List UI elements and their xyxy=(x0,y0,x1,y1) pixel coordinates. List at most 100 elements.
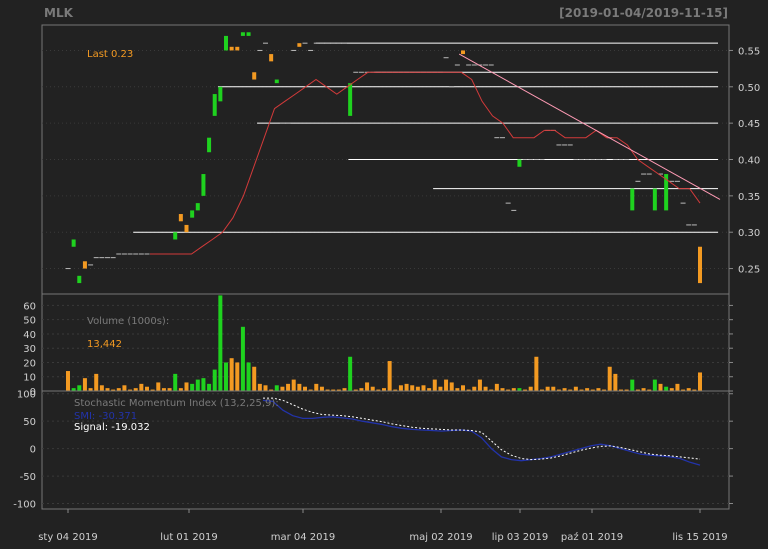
price-y-axis: 0.25 0.30 0.35 0.40 0.45 0.50 0.55 xyxy=(729,46,760,276)
volume-bar xyxy=(421,385,426,391)
volume-bar xyxy=(325,389,330,391)
volume-bar xyxy=(573,386,578,391)
volume-bar xyxy=(551,386,556,391)
price-candle xyxy=(224,35,228,51)
price-tick-label: 0.45 xyxy=(738,119,760,130)
price-tick-label: 0.35 xyxy=(738,192,760,203)
price-candle xyxy=(348,83,353,116)
volume-bar xyxy=(461,385,465,391)
volume-bar xyxy=(489,389,494,391)
volume-bar xyxy=(432,379,437,391)
volume-bar xyxy=(71,388,76,391)
volume-last-value: 13,442 xyxy=(87,339,122,350)
volume-bar xyxy=(190,383,195,391)
volume-bar xyxy=(511,388,516,391)
volume-bar xyxy=(218,295,223,391)
volume-bar xyxy=(545,386,550,391)
volume-bar xyxy=(590,389,595,391)
volume-bar xyxy=(66,371,70,391)
volume-bar xyxy=(393,389,398,391)
smi-line xyxy=(262,399,701,466)
volume-bar xyxy=(319,386,324,391)
volume-bar xyxy=(444,379,449,391)
price-candle xyxy=(269,54,274,62)
price-candle xyxy=(698,246,702,284)
volume-bar xyxy=(698,372,702,391)
volume-bar xyxy=(167,388,172,391)
x-tick-label: paź 01 2019 xyxy=(561,531,623,543)
volume-bar xyxy=(602,389,607,391)
volume-tick-label: 50 xyxy=(23,316,36,327)
price-candle xyxy=(274,79,279,84)
volume-bar xyxy=(184,382,189,391)
volume-bar xyxy=(528,386,533,391)
volume-bar xyxy=(387,361,392,391)
volume-bar xyxy=(207,383,212,391)
x-tick-label: lis 15 2019 xyxy=(672,532,727,543)
volume-bar xyxy=(224,362,228,391)
volume-bar xyxy=(111,389,116,391)
volume-tick-label: 20 xyxy=(23,358,36,369)
volume-bar xyxy=(449,382,454,391)
volume-bar xyxy=(173,373,178,391)
price-tick-label: 0.55 xyxy=(738,46,760,57)
volume-bar xyxy=(596,388,601,391)
price-tick-label: 0.25 xyxy=(738,265,760,276)
volume-bar xyxy=(303,386,307,391)
volume-bar xyxy=(94,373,99,391)
volume-bar xyxy=(483,386,488,391)
x-tick-label: sty 04 2019 xyxy=(38,532,98,543)
volume-tick-label: 40 xyxy=(23,330,36,341)
volume-tick-label: 10 xyxy=(23,373,36,384)
volume-bar xyxy=(291,379,296,391)
volume-bar xyxy=(494,383,499,391)
volume-bar xyxy=(466,389,471,391)
volume-bar xyxy=(477,379,482,391)
volume-bar xyxy=(607,366,612,391)
smi-panel-frame xyxy=(41,390,730,510)
volume-bar xyxy=(201,378,206,391)
volume-bar xyxy=(269,389,274,391)
price-candle xyxy=(664,174,669,211)
smi-value: SMI: -30.371 xyxy=(74,411,137,422)
volume-bar xyxy=(133,388,138,391)
price-candle xyxy=(218,86,223,102)
volume-bar xyxy=(235,362,240,391)
price-candle xyxy=(77,275,82,284)
price-candle xyxy=(252,72,257,80)
x-axis: sty 04 2019 lut 01 2019 mar 04 2019 maj 02 … xyxy=(38,509,728,543)
volume-bar xyxy=(635,389,640,391)
price-candles xyxy=(65,32,702,284)
volume-bar xyxy=(150,389,155,391)
volume-bar xyxy=(156,382,161,391)
smi-tick-label: 50 xyxy=(23,417,36,428)
volume-bar xyxy=(82,378,87,391)
volume-bar xyxy=(613,373,618,391)
volume-bar xyxy=(246,362,251,391)
volume-bar xyxy=(619,389,623,391)
volume-bar xyxy=(212,369,217,391)
volume-bar xyxy=(145,386,149,391)
volume-tick-label: 60 xyxy=(23,301,36,312)
volume-bar xyxy=(630,379,635,391)
volume-bar xyxy=(286,383,291,391)
volume-bar xyxy=(410,385,415,391)
volume-bar xyxy=(336,389,341,391)
volume-bar xyxy=(664,386,669,391)
price-candle xyxy=(178,214,183,222)
price-candle xyxy=(212,94,217,116)
volume-bar xyxy=(308,389,313,391)
volume-bar xyxy=(370,386,375,391)
volume-bar xyxy=(534,356,539,391)
price-tick-label: 0.40 xyxy=(738,156,760,167)
volume-bar xyxy=(280,386,285,391)
volume-bar xyxy=(585,388,590,391)
smi-tick-label: 0 xyxy=(30,445,36,456)
volume-bar xyxy=(348,356,353,391)
volume-tick-label: 0 xyxy=(30,387,36,398)
volume-tick-label: 30 xyxy=(23,344,36,355)
volume-bar xyxy=(641,388,646,391)
volume-bar xyxy=(427,388,432,391)
price-candle xyxy=(297,43,302,47)
volume-bar xyxy=(263,385,268,391)
